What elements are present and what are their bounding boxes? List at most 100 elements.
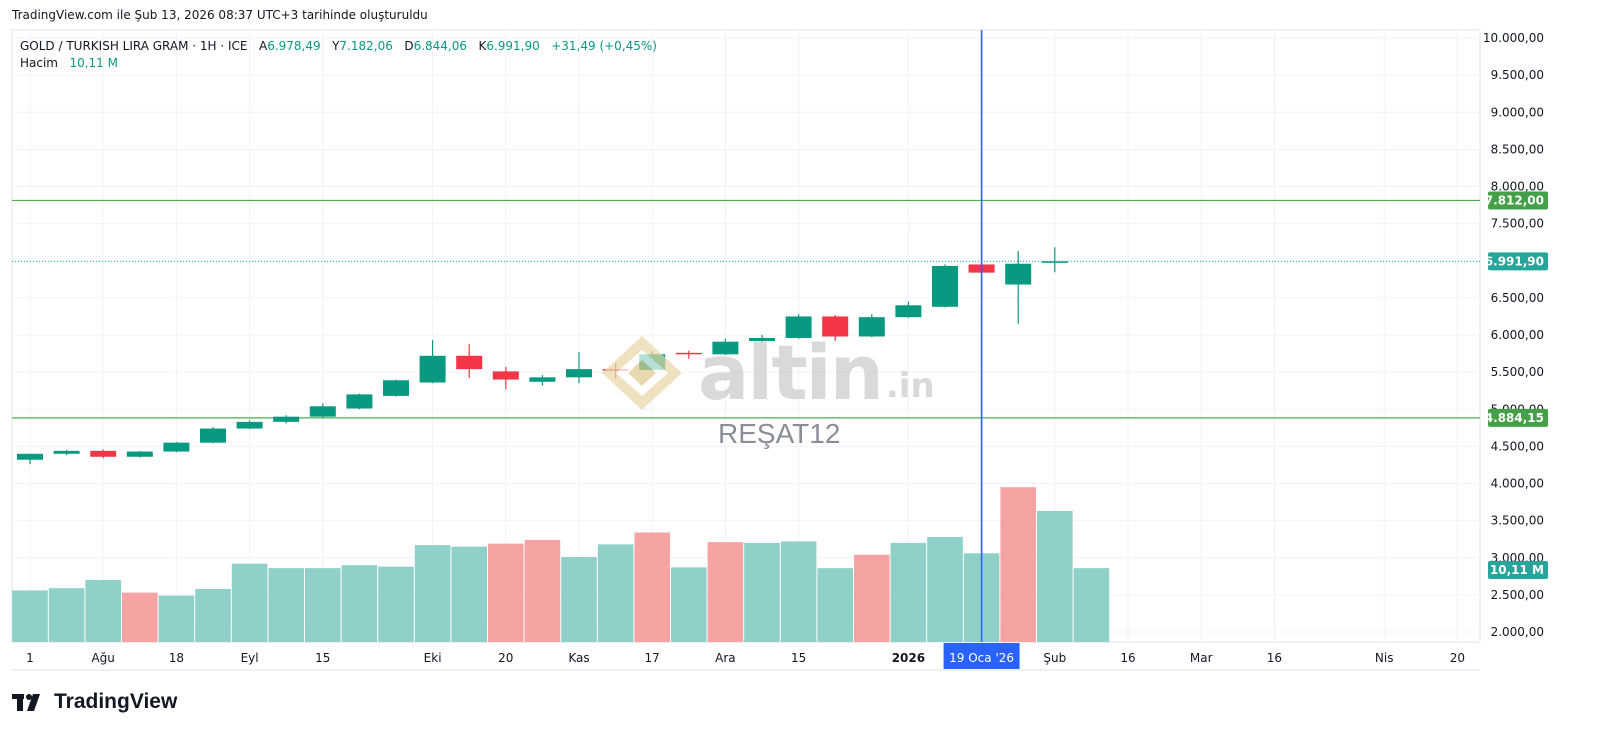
time-tick-label: 15 [315, 651, 330, 665]
close-value: 6.991,90 [486, 39, 540, 53]
symbol-title[interactable]: GOLD / TURKISH LIRA GRAM · 1H · ICE [20, 39, 248, 53]
time-tick-label: 1 [26, 651, 34, 665]
time-tick-label: 20 [498, 651, 513, 665]
time-tick-label: Şub [1043, 651, 1066, 665]
candle-body [456, 355, 483, 370]
candle-body [529, 377, 556, 382]
price-tick-label: 8.000,00 [1491, 180, 1544, 194]
volume-bar [305, 568, 341, 642]
level-label: 4.884,15 [1485, 411, 1544, 425]
volume-bar [927, 536, 963, 642]
time-tick-label: 18 [169, 651, 184, 665]
last-price-label: 6.991,90 [1485, 254, 1544, 268]
candle-body [566, 369, 592, 378]
watermark-suffix: .in [885, 365, 935, 406]
watermark-author: REŞAT12 [718, 418, 841, 449]
candle-body [932, 265, 958, 307]
volume-bar [231, 563, 268, 642]
volume-bar [890, 542, 927, 642]
volume-bar [671, 567, 707, 642]
candle-body [749, 337, 775, 341]
volume-bar [817, 568, 853, 642]
low-label: D [404, 39, 414, 53]
candle-body [126, 451, 153, 457]
price-tick-label: 6.000,00 [1491, 328, 1544, 342]
volume-bar [524, 539, 561, 642]
candle-body [200, 428, 226, 443]
ohlc-row: GOLD / TURKISH LIRA GRAM · 1H · ICE A6.9… [20, 38, 657, 55]
price-tick-label: 3.500,00 [1491, 514, 1544, 528]
volume-bar [1037, 510, 1073, 642]
volume-bars [12, 487, 1110, 642]
volume-bar [195, 588, 231, 642]
snapshot-caption: TradingView.com ile Şub 13, 2026 08:37 U… [12, 8, 428, 22]
price-tick-label: 2.500,00 [1491, 588, 1544, 602]
candle-body [895, 305, 922, 318]
volume-value: 10,11 M [69, 56, 118, 70]
price-tick-label: 7.500,00 [1491, 217, 1544, 231]
volume-bar [597, 544, 634, 642]
price-axis[interactable]: 10.000,00 9.500,00 9.000,00 8.500,00 8.000,0… [1483, 31, 1548, 639]
high-label: Y [332, 39, 340, 53]
candle-body [90, 450, 117, 457]
time-tick-label: Eki [424, 651, 442, 665]
time-axis[interactable]: 1 Ağu 18 Eyl 15 Eki 20 Kas 17 Ara 15 2026 Şub 16 Mar 16… [12, 643, 1480, 671]
volume-bar [488, 543, 524, 642]
volume-bar [634, 532, 670, 642]
volume-bar [561, 557, 597, 642]
price-tick-label: 10.000,00 [1483, 31, 1544, 45]
volume-bar [451, 546, 487, 642]
last-price-badge [1488, 252, 1548, 271]
candle-body [17, 453, 43, 460]
change-value: +31,49 (+0,45%) [551, 39, 657, 53]
time-tick-label: Eyl [241, 651, 259, 665]
time-tick-label: Ara [715, 651, 736, 665]
volume-bar [85, 580, 121, 642]
watermark: altin .in [600, 328, 935, 417]
tradingview-brand[interactable]: TradingView [12, 690, 177, 714]
time-tick-label: Mar [1190, 651, 1213, 665]
candle-body [273, 416, 300, 422]
candle-body [236, 421, 263, 429]
time-tick-label: 16 [1120, 651, 1135, 665]
candle-body [53, 450, 80, 454]
open-value: 6.978,49 [267, 39, 321, 53]
volume-row: Hacim 10,11 M [20, 55, 657, 72]
price-tick-label: 5.500,00 [1491, 365, 1544, 379]
volume-label[interactable]: Hacim [20, 56, 58, 70]
volume-value-badge [1488, 561, 1548, 579]
candle-body [309, 406, 336, 417]
candle-body [822, 316, 849, 337]
candle-body [712, 341, 739, 355]
volume-bar [1000, 487, 1036, 642]
price-tick-label: 8.500,00 [1491, 142, 1544, 156]
price-tick-label: 4.500,00 [1491, 439, 1544, 453]
volume-bar [12, 590, 48, 642]
volume-bar [341, 565, 378, 642]
time-tick-label: 16 [1267, 651, 1282, 665]
tradingview-wordmark: TradingView [54, 690, 178, 713]
volume-bar [158, 595, 195, 642]
time-tick-label: Nis [1375, 651, 1394, 665]
time-tick-label: Ağu [91, 651, 114, 665]
horizontal-levels[interactable] [12, 199, 1480, 419]
high-value: 7.182,06 [339, 39, 393, 53]
watermark-brand: altin [698, 328, 884, 417]
volume-bar [707, 542, 744, 642]
volume-bar [268, 568, 304, 642]
crosshair-date-label: 19 Oca '26 [949, 651, 1014, 665]
close-label: K [478, 39, 487, 53]
price-tick-label: 6.500,00 [1491, 291, 1544, 305]
candle-body [1005, 263, 1032, 285]
price-tick-label: 9.500,00 [1491, 68, 1544, 82]
level-label-badge [1488, 191, 1548, 210]
volume-bar [122, 592, 158, 642]
level-label: 7.812,00 [1485, 193, 1544, 207]
volume-value-label: 10,11 M [1490, 563, 1544, 577]
low-value: 6.844,06 [413, 39, 467, 53]
open-label: A [258, 39, 268, 53]
level-label-badge [1488, 408, 1548, 427]
price-tick-label: 4.000,00 [1491, 477, 1544, 491]
candle-body [785, 316, 812, 338]
